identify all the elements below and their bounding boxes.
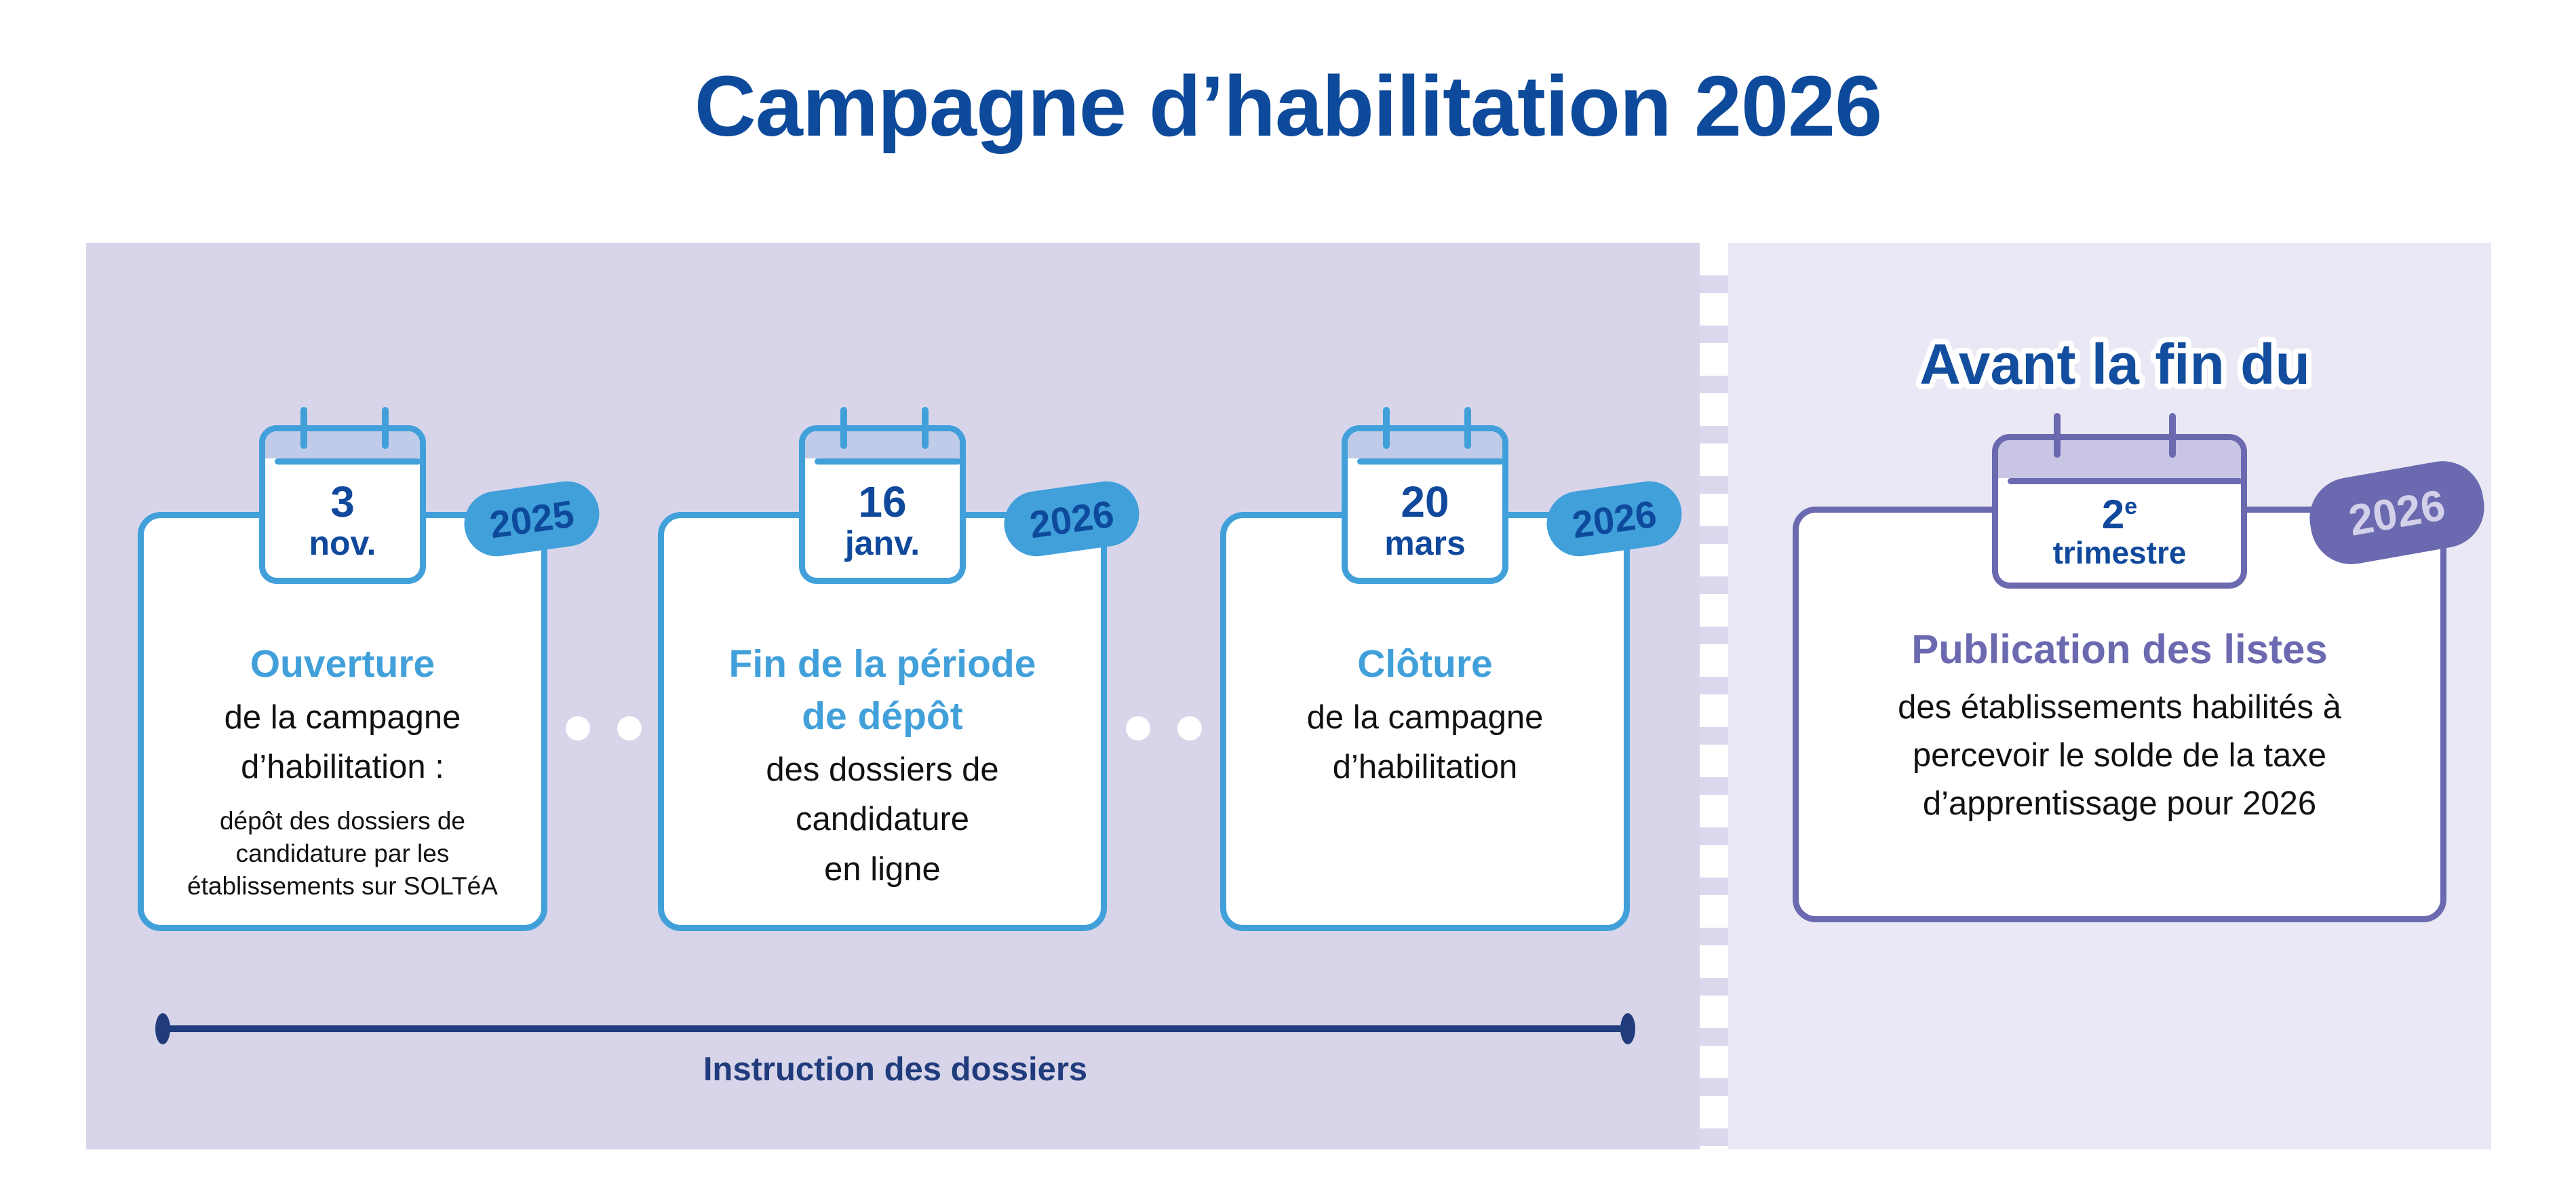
calendar-pin-right	[382, 407, 389, 449]
timeline-endpoint-left	[155, 1013, 170, 1044]
calendar-icon: 16 janv.	[799, 407, 966, 584]
milestone-card-content: Publication des listes des établissement…	[1805, 519, 2434, 910]
calendar-pin-left	[1383, 407, 1390, 449]
instruction-timeline-line	[159, 1025, 1632, 1032]
milestone-card-publication: Publication des listes des établissement…	[1793, 507, 2446, 922]
calendar-date: 16 janv.	[805, 467, 960, 575]
calendar-date-day: 16	[858, 477, 907, 526]
calendar-separator-line	[275, 458, 421, 465]
calendar-pin-left	[300, 407, 307, 449]
calendar-date-month: janv.	[844, 524, 920, 563]
page-title: Campagne d’habilitation 2026	[694, 58, 1882, 154]
calendar-separator-line	[815, 458, 961, 465]
separator-dot	[1177, 716, 1202, 741]
calendar-date-quarter-word: trimestre	[2052, 535, 2187, 571]
milestone-body: des dossiers de candidature en ligne	[766, 751, 999, 888]
pre-heading-label: Avant la fin du	[1919, 332, 2310, 396]
milestone-heading: Ouverture	[250, 642, 435, 686]
separator-dot	[566, 716, 590, 741]
milestone-body: de la campagne d’habilitation	[1306, 698, 1544, 786]
calendar-date: 20 mars	[1348, 467, 1502, 575]
milestone-heading: Clôture	[1357, 642, 1493, 686]
calendar-pin-left	[2054, 413, 2061, 458]
calendar-date-quarter: 2e	[2102, 493, 2137, 536]
timeline-endpoint-right	[1620, 1013, 1635, 1044]
calendar-date-day: 20	[1401, 477, 1449, 526]
separator-dot	[1126, 716, 1150, 741]
calendar-header-band	[265, 431, 420, 458]
milestone-note: dépôt des dossiers de candidature par le…	[187, 806, 498, 901]
separator-dot	[617, 716, 642, 741]
calendar-separator-line	[1357, 458, 1504, 465]
pre-heading-outlined-text: Avant la fin du	[1914, 327, 2316, 401]
milestone-card-content: Ouverture de la campagne d’habilitation …	[150, 524, 535, 919]
calendar-header-band	[1998, 440, 2241, 478]
milestone-body: des établissements habilités à percevoir…	[1898, 689, 2341, 823]
milestone-body: de la campagne d’habilitation :	[224, 698, 461, 786]
calendar-icon: 2e trimestre	[1992, 413, 2247, 589]
calendar-header-band	[805, 431, 960, 458]
milestone-heading: Publication des listes	[1911, 627, 2328, 672]
calendar-icon: 3 nov.	[259, 407, 426, 584]
milestone-card-content: Fin de la période de dépôt des dossiers …	[670, 524, 1095, 919]
calendar-date-day: 3	[330, 477, 355, 526]
calendar-date-month: nov.	[309, 524, 376, 563]
calendar-icon: 20 mars	[1342, 407, 1508, 584]
calendar-pin-right	[922, 407, 929, 449]
calendar-date: 2e trimestre	[1998, 484, 2241, 580]
calendar-pin-right	[2169, 413, 2176, 458]
milestone-heading: Fin de la période de dépôt	[728, 642, 1036, 738]
milestone-card-content: Clôture de la campagne d’habilitation	[1232, 524, 1618, 919]
dashed-vertical-separator	[1700, 243, 1728, 1149]
calendar-separator-line	[2008, 478, 2242, 484]
calendar-pin-right	[1464, 407, 1471, 449]
milestone-card-ouverture: Ouverture de la campagne d’habilitation …	[138, 512, 547, 931]
calendar-pin-left	[840, 407, 847, 449]
calendar-header-band	[1348, 431, 1502, 458]
calendar-date-quarter-sup: e	[2124, 494, 2138, 520]
calendar-date-quarter-number: 2	[2101, 492, 2125, 538]
calendar-date: 3 nov.	[265, 467, 420, 575]
timeline-label: Instruction des dossiers	[703, 1051, 1088, 1088]
calendar-date-month: mars	[1384, 524, 1466, 563]
